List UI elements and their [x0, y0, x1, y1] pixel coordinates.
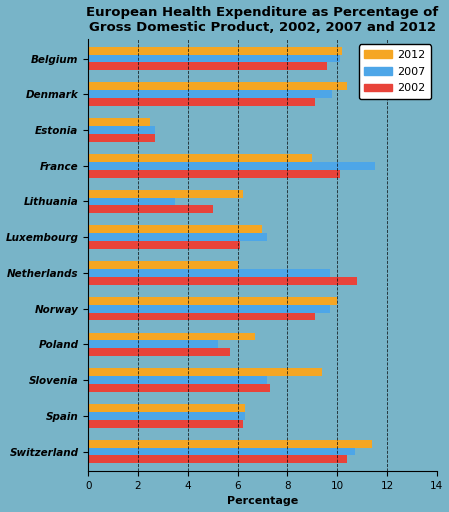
- Bar: [88, 169, 340, 178]
- Bar: [88, 420, 242, 428]
- Bar: [88, 198, 175, 205]
- Bar: [88, 440, 372, 447]
- Bar: [88, 90, 332, 98]
- Bar: [88, 82, 347, 90]
- Bar: [88, 340, 218, 348]
- Bar: [88, 456, 347, 463]
- Legend: 2012, 2007, 2002: 2012, 2007, 2002: [359, 45, 431, 99]
- Bar: [88, 98, 315, 106]
- Bar: [88, 205, 213, 213]
- Bar: [88, 412, 245, 420]
- Bar: [88, 225, 263, 233]
- Title: European Health Expenditure as Percentage of
Gross Domestic Product, 2002, 2007 : European Health Expenditure as Percentag…: [86, 6, 439, 34]
- Bar: [88, 261, 238, 269]
- Bar: [88, 118, 150, 126]
- Bar: [88, 62, 327, 70]
- Bar: [88, 297, 337, 305]
- Bar: [88, 368, 322, 376]
- Bar: [88, 241, 240, 249]
- Bar: [88, 162, 374, 169]
- Bar: [88, 312, 315, 321]
- Bar: [88, 277, 357, 285]
- X-axis label: Percentage: Percentage: [227, 497, 298, 506]
- Bar: [88, 134, 155, 142]
- Bar: [88, 55, 340, 62]
- Bar: [88, 47, 342, 55]
- Bar: [88, 348, 230, 356]
- Bar: [88, 447, 355, 456]
- Bar: [88, 269, 330, 277]
- Bar: [88, 189, 242, 198]
- Bar: [88, 384, 270, 392]
- Bar: [88, 404, 245, 412]
- Bar: [88, 333, 255, 340]
- Bar: [88, 376, 268, 384]
- Bar: [88, 233, 268, 241]
- Bar: [88, 154, 313, 162]
- Bar: [88, 126, 155, 134]
- Bar: [88, 305, 330, 312]
